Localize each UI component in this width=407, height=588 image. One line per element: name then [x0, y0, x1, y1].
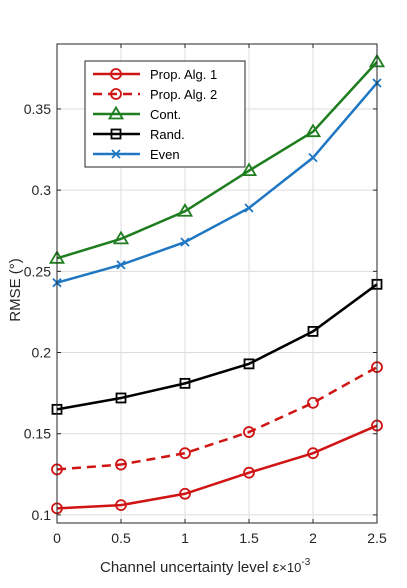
y-axis-label: RMSE (°)	[7, 258, 24, 322]
series-1-point-3	[243, 426, 255, 438]
series-3-point-2	[179, 377, 191, 389]
series-4-point-4	[308, 153, 318, 163]
x-tick-label-3: 1.5	[239, 530, 259, 546]
series-line-4	[56, 82, 378, 284]
legend-marker-4	[111, 149, 121, 159]
series-layer	[48, 53, 386, 515]
series-1	[51, 361, 383, 476]
series-line-3	[56, 283, 378, 411]
series-line-0	[56, 424, 378, 510]
x-tick-label-2: 1	[181, 530, 189, 546]
y-tick-label-3: 0.25	[24, 263, 51, 279]
legend-label-3: Rand.	[150, 127, 185, 142]
series-0-point-3	[243, 466, 255, 479]
series-0-point-1	[115, 499, 127, 512]
x-axis-label-text: Channel uncertainty level ε	[100, 559, 280, 576]
x-tick-label-0: 0	[53, 530, 61, 546]
series-4-point-3	[244, 203, 254, 213]
series-0	[51, 419, 383, 515]
y-tick-label-2: 0.2	[32, 345, 52, 361]
y-tick-label-1: 0.15	[24, 426, 51, 442]
legend-marker-2	[107, 105, 125, 120]
series-2-point-3	[240, 162, 258, 177]
series-3-point-3	[243, 358, 255, 370]
series-3	[51, 278, 383, 415]
series-line-2	[56, 61, 378, 260]
x-tick-label-5: 2.5	[367, 530, 387, 546]
series-0-point-4	[307, 447, 319, 460]
series-line-1	[56, 366, 378, 471]
series-3-point-1	[115, 392, 127, 404]
legend: Prop. Alg. 1 Prop. Alg. 2 Cont. Rand. Even	[84, 60, 246, 168]
x-axis-label: Channel uncertainty level ε×10-3	[100, 557, 311, 576]
legend-label-0: Prop. Alg. 1	[150, 67, 217, 82]
series-1-point-1	[115, 458, 127, 471]
series-0-point-2	[179, 487, 191, 500]
x-axis-exponent-prefix: ×10	[279, 560, 301, 575]
y-tick-label-5: 0.35	[24, 101, 51, 117]
series-2-point-4	[304, 123, 322, 138]
legend-label-2: Cont.	[150, 107, 181, 122]
plot-frame	[56, 43, 378, 524]
series-1-point-2	[179, 447, 191, 460]
x-tick-label-4: 2	[309, 530, 317, 546]
legend-marker-0	[110, 68, 122, 80]
legend-label-1: Prop. Alg. 2	[150, 87, 217, 102]
legend-label-4: Even	[150, 147, 180, 162]
series-4-point-2	[180, 237, 190, 247]
series-1-point-4	[307, 396, 319, 409]
legend-marker-3	[110, 128, 122, 140]
series-4-point-1	[116, 260, 126, 270]
x-tick-label-1: 0.5	[111, 530, 131, 546]
x-axis-exponent-power: -3	[301, 557, 310, 568]
legend-marker-1	[110, 88, 122, 100]
y-tick-label-0: 0.1	[32, 507, 52, 523]
y-tick-label-4: 0.3	[32, 182, 52, 198]
series-2-point-1	[112, 230, 130, 245]
tick-layer: 0 0.5 1 1.5 2 2.5 0.1 0.15 0.2 0.25 0.3 0.35	[24, 44, 387, 546]
series-2-point-2	[176, 202, 194, 217]
series-3-point-4	[307, 325, 319, 337]
